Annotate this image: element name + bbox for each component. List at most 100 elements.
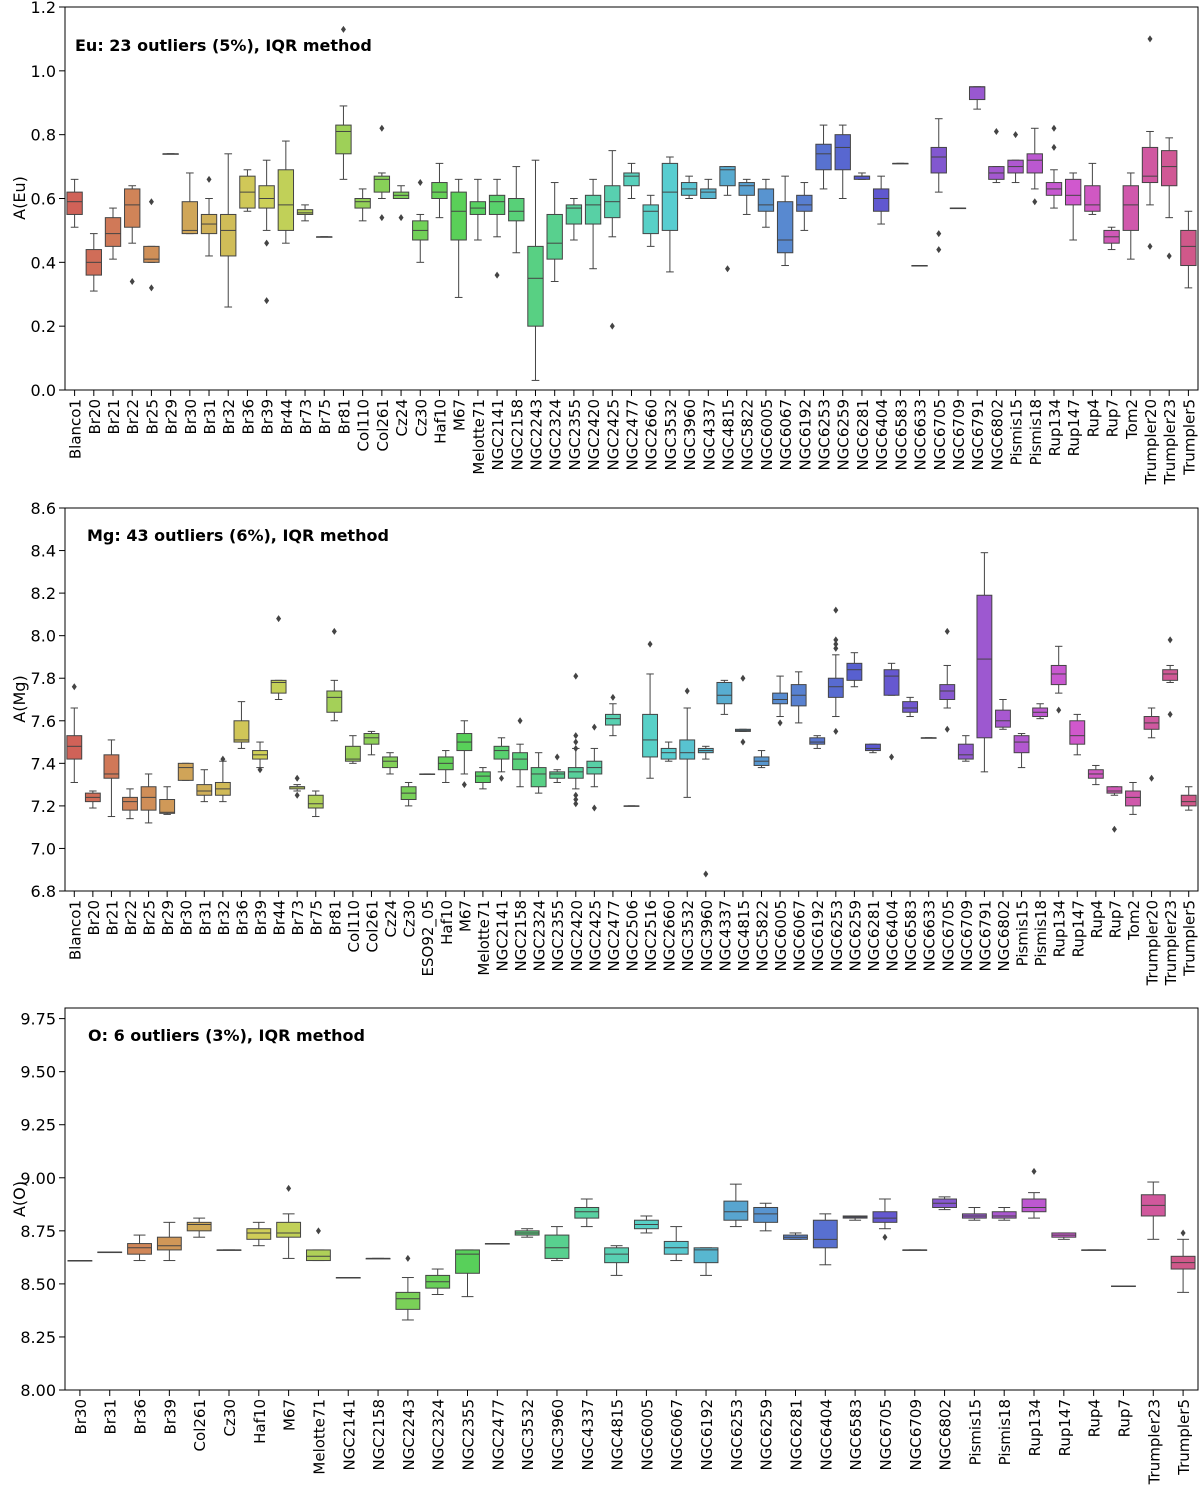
mg-box-Cz30 [400,781,417,807]
eu-x-tick-label: Br73 [297,399,315,435]
mg-box-NGC6633 [920,737,937,739]
eu-box-Haf10 [431,162,448,219]
eu-box-Rup134 [1045,124,1063,209]
outlier-point [517,717,523,725]
outlier-point [1032,198,1038,206]
iqr-box [122,796,138,811]
iqr-box [604,1247,630,1264]
eu-box-NGC3960 [680,175,698,199]
outlier-point [220,755,226,763]
o-box-NGC6583 [842,1215,868,1221]
mg-box-NGC4337 [716,679,733,715]
outlier-point [777,719,783,727]
iqr-box [493,745,510,760]
iqr-box [326,690,343,713]
o-box-Col261 [186,1217,212,1238]
mg-x-tick-label: Br25 [141,900,159,936]
mg-box-Trumpler23 [1162,636,1179,718]
eu-box-NGC6791 [968,86,986,110]
mg-x-tick-label: NGC6633 [921,900,939,972]
iqr-box [186,1221,212,1232]
mg-box-Br21 [103,739,120,818]
eu-x-tick-label: NGC4815 [720,399,738,471]
mg-x-tick-label: NGC6791 [976,900,994,972]
iqr-box [584,194,602,225]
iqr-box [1122,185,1139,231]
eu-x-tick-label: Rup4 [1084,399,1102,437]
iqr-box [872,188,890,212]
o-box-NGC6709 [902,1249,928,1251]
mg-box-NGC5822 [753,750,770,769]
mg-box-NGC6192 [809,735,826,749]
outlier-point [833,640,839,648]
mg-box-NGC3960 [697,745,714,878]
eu-box-NGC6192 [796,182,813,231]
iqr-box [1069,720,1086,745]
mg-box-NGC2516 [642,640,659,779]
mg-x-tick-label: Pismis18 [1032,900,1050,966]
outlier-point [264,239,270,247]
eu-x-tick-label: NGC6404 [873,399,891,471]
eu-y-tick-label: 0.2 [31,317,56,336]
outlier-point [936,246,942,254]
mg-box-NGC2506 [623,805,640,807]
mg-box-NGC6802 [995,699,1011,730]
outlier-point [882,1233,888,1241]
outlier-point [573,744,579,752]
eu-box-NGC2425 [604,150,621,330]
o-panel: O: 6 outliers (3%), IQR method A(O) 8.00… [10,1007,1199,1485]
mg-x-tick-label: Br75 [308,900,326,936]
eu-box-Br29 [162,153,179,155]
o-box-NGC6067 [663,1226,689,1262]
eu-box-Br21 [104,207,122,260]
iqr-box [865,743,881,752]
eu-x-tick-label: NGC6791 [969,399,987,471]
o-box-NGC6253 [723,1183,749,1228]
o-x-tick-label: NGC3532 [519,1399,537,1471]
eu-x-tick-label: NGC2420 [585,399,603,471]
o-x-tick-label: Col261 [191,1399,209,1451]
eu-box-Blanco1 [66,178,83,228]
o-x-tick-label: NGC6705 [877,1399,895,1471]
mg-x-tick-label: NGC5822 [754,900,772,972]
mg-box-NGC2158 [512,717,528,788]
mg-box-NGC6281 [865,743,881,754]
eu-x-tick-label: NGC6192 [796,399,814,471]
eu-x-tick-label: Br20 [86,399,104,435]
iqr-box [796,194,813,212]
iqr-box [772,692,789,705]
outlier-point [1031,1167,1037,1175]
eu-box-Col261 [373,124,391,222]
o-y-tick-label: 8.25 [20,1328,56,1347]
o-box-NGC6281 [783,1232,808,1240]
iqr-box [127,1243,152,1255]
iqr-box [373,175,391,193]
mg-x-tick-label: Cz30 [401,900,419,937]
mg-x-tick-label: Trumpler5 [1181,900,1199,977]
o-box-NGC2355 [455,1249,480,1298]
eu-box-Rup147 [1064,172,1082,241]
iqr-box [995,709,1011,728]
o-x-tick-label: NGC6192 [698,1399,716,1471]
o-x-tick-label: Br30 [72,1399,90,1435]
o-x-tick-label: NGC6259 [758,1399,776,1471]
eu-box-Melotte71 [469,178,487,241]
mg-box-Melotte71 [474,767,491,790]
iqr-box [66,191,83,215]
iqr-box [1180,794,1197,807]
mg-box-NGC6404 [883,662,900,761]
o-x-tick-label: Trumpler5 [1175,1399,1193,1476]
iqr-box [140,786,157,811]
mg-x-tick-label: NGC2141 [493,900,511,972]
outlier-point [1180,1229,1186,1237]
mg-x-tick-label: Br36 [233,900,251,936]
iqr-box [276,1221,302,1238]
o-x-tick-label: NGC6067 [668,1399,686,1471]
iqr-box [344,745,361,762]
eu-box-NGC6802 [988,127,1005,184]
eu-box-NGC2355 [565,198,583,241]
o-box-Rup134 [1021,1167,1047,1219]
o-x-tick-label: NGC2355 [460,1399,478,1471]
outlier-point [398,214,404,222]
eu-x-tick-label: Rup134 [1046,399,1064,456]
